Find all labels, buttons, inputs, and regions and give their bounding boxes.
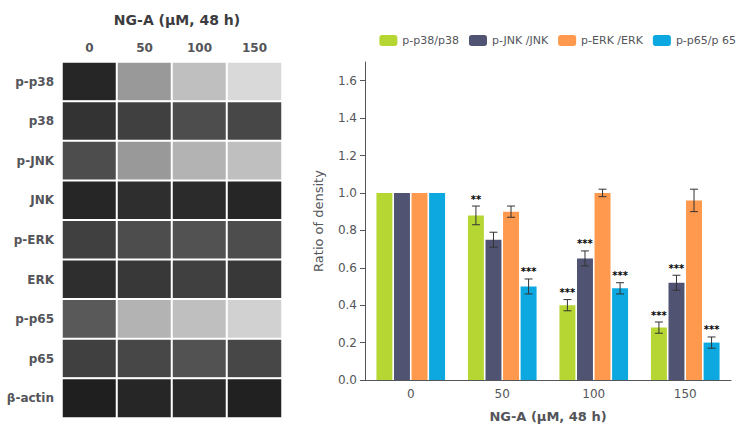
svg-text:50: 50 [495,387,510,401]
svg-text:p-p65/p 65: p-p65/p 65 [676,34,736,47]
svg-text:150: 150 [674,387,697,401]
svg-text:0.6: 0.6 [338,261,357,275]
svg-text:150: 150 [242,41,267,55]
svg-text:***: *** [521,266,537,277]
svg-text:p-ERK /ERK: p-ERK /ERK [581,34,644,47]
svg-text:1.6: 1.6 [338,74,357,88]
svg-text:0.4: 0.4 [338,298,357,312]
svg-text:Ratio of density: Ratio of density [311,170,326,272]
svg-text:**: ** [471,194,482,205]
svg-text:***: *** [560,287,576,298]
svg-text:1.0: 1.0 [338,186,357,200]
svg-text:***: *** [669,263,685,274]
svg-text:p-p38/p38: p-p38/p38 [402,34,459,47]
svg-text:***: *** [651,310,667,321]
svg-text:0.8: 0.8 [338,223,357,237]
svg-text:p-ERK: p-ERK [14,233,55,247]
svg-text:0.0: 0.0 [338,373,357,387]
svg-text:0: 0 [407,387,415,401]
svg-text:NG-A (μM, 48 h): NG-A (μM, 48 h) [489,409,606,424]
svg-text:***: *** [612,270,628,281]
svg-text:***: *** [577,238,593,249]
svg-text:p-p38: p-p38 [15,75,54,89]
svg-text:1.4: 1.4 [338,111,357,125]
svg-text:p65: p65 [29,352,54,366]
svg-text:100: 100 [187,41,212,55]
svg-text:***: *** [704,324,720,335]
svg-text:β-actin: β-actin [7,391,54,405]
svg-text:0.2: 0.2 [338,336,357,350]
svg-text:100: 100 [582,387,605,401]
svg-text:p-p65: p-p65 [15,312,54,326]
svg-text:p-JNK: p-JNK [17,154,55,168]
svg-text:p-JNK /JNK: p-JNK /JNK [492,34,549,47]
svg-text:1.2: 1.2 [338,149,357,163]
svg-text:NG-A (μM, 48 h): NG-A (μM, 48 h) [114,12,240,28]
svg-text:JNK: JNK [29,193,55,207]
svg-text:ERK: ERK [27,273,54,287]
svg-text:p38: p38 [29,114,54,128]
svg-text:50: 50 [136,41,153,55]
svg-text:0: 0 [85,41,93,55]
